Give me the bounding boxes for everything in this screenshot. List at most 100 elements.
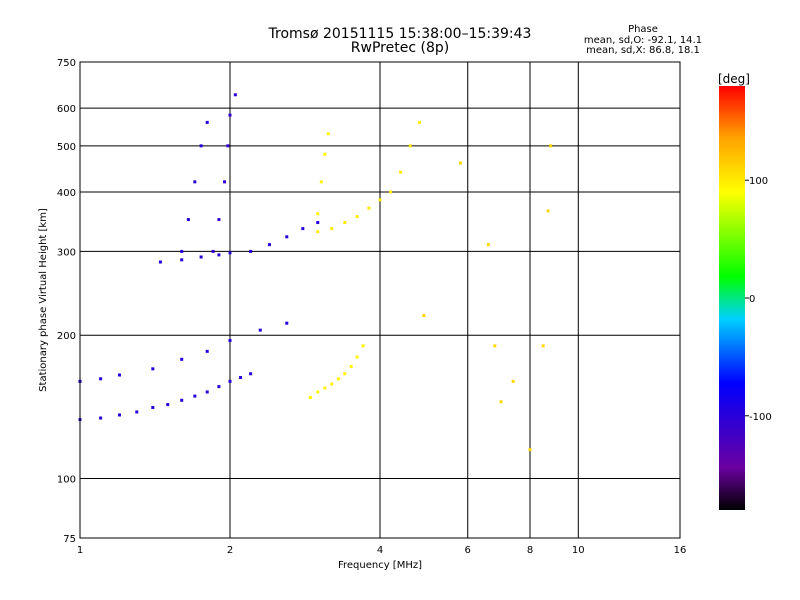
data-point	[355, 215, 359, 219]
data-point	[151, 367, 155, 371]
y-tick-label: 200	[57, 331, 76, 342]
x-tick-label: 16	[674, 545, 687, 556]
data-point	[228, 379, 232, 383]
data-point	[361, 344, 365, 348]
data-point	[541, 344, 545, 348]
data-point	[233, 93, 237, 97]
colorbar-tick-label: 0	[749, 294, 755, 305]
data-point	[267, 243, 271, 247]
data-point	[180, 357, 184, 361]
data-point	[378, 198, 382, 202]
y-tick-label: 300	[57, 247, 76, 258]
data-point	[389, 190, 393, 194]
x-tick-label: 4	[377, 545, 383, 556]
data-point	[223, 180, 227, 184]
data-point	[199, 255, 203, 259]
chart-title: Tromsø 20151115 15:38:00–15:39:43	[268, 26, 532, 42]
phase-stats-x: mean, sd,X: 86.8, 18.1	[586, 45, 700, 56]
data-point	[135, 410, 139, 414]
data-point	[226, 144, 230, 148]
data-point	[99, 377, 103, 381]
x-tick-label: 1	[77, 545, 83, 556]
data-point	[511, 379, 515, 383]
colorbar-gradient	[719, 86, 745, 510]
data-point	[326, 132, 330, 136]
colorbar: [deg] -100 0 100	[718, 72, 772, 510]
data-point	[316, 390, 320, 394]
data-point	[180, 258, 184, 262]
data-point	[323, 152, 327, 156]
data-point	[205, 390, 209, 394]
data-point	[343, 372, 347, 376]
data-point	[549, 144, 553, 148]
y-tick-label: 75	[63, 534, 76, 545]
data-point	[180, 398, 184, 402]
data-point	[493, 344, 497, 348]
data-points	[78, 93, 553, 452]
data-point	[486, 243, 490, 247]
data-point	[205, 349, 209, 353]
data-point	[349, 364, 353, 368]
y-axis-ticks: 75 100 200 300 400 500 600 750	[57, 58, 76, 545]
data-point	[417, 120, 421, 124]
data-point	[343, 221, 347, 225]
data-point	[330, 382, 334, 386]
data-point	[217, 253, 221, 257]
chart-subtitle: RwPretec (8p)	[350, 40, 450, 56]
data-point	[193, 394, 197, 398]
data-point	[228, 113, 232, 117]
y-tick-label: 500	[57, 142, 76, 153]
data-point	[228, 338, 232, 342]
data-point	[117, 413, 121, 417]
data-point	[528, 448, 532, 452]
data-point	[258, 328, 262, 332]
data-point	[308, 395, 312, 399]
x-tick-label: 10	[572, 545, 585, 556]
plot-frame	[79, 61, 681, 539]
data-point	[228, 251, 232, 255]
data-point	[158, 260, 162, 264]
data-point	[166, 403, 170, 407]
grid-lines	[80, 62, 680, 538]
data-point	[217, 385, 221, 389]
data-point	[239, 376, 243, 380]
x-axis-ticks: 1 2 4 6 8 10 16	[77, 545, 687, 556]
x-tick-label: 6	[465, 545, 471, 556]
data-point	[399, 170, 403, 174]
data-point	[217, 218, 221, 222]
data-point	[355, 355, 359, 359]
data-point	[330, 227, 334, 231]
phase-stats-o: mean, sd,O: -92.1, 14.1	[583, 35, 703, 46]
data-point	[323, 386, 327, 390]
phase-stats-header: Phase	[628, 24, 658, 35]
x-tick-label: 8	[527, 545, 533, 556]
data-point	[316, 230, 320, 234]
data-point	[316, 221, 320, 225]
y-axis-label: Stationary phase Virtual Height [km]	[38, 208, 49, 392]
data-point	[99, 416, 103, 420]
data-point	[301, 227, 305, 231]
colorbar-label: [deg]	[718, 72, 750, 86]
data-point	[285, 235, 289, 239]
data-point	[499, 400, 503, 404]
data-point	[316, 212, 320, 216]
x-tick-label: 2	[227, 545, 233, 556]
data-point	[193, 180, 197, 184]
data-point	[211, 249, 215, 253]
data-point	[458, 161, 462, 165]
data-point	[422, 314, 426, 318]
x-axis-label: Frequency [MHz]	[338, 560, 422, 571]
data-point	[336, 377, 340, 381]
colorbar-ticks: -100 0 100	[745, 176, 772, 423]
colorbar-tick-label: -100	[749, 412, 772, 423]
data-point	[408, 144, 412, 148]
data-point	[285, 321, 289, 325]
data-point	[546, 209, 550, 213]
data-point	[186, 218, 190, 222]
data-point	[367, 206, 371, 210]
y-tick-label: 100	[57, 475, 76, 486]
colorbar-tick-label: 100	[749, 176, 768, 187]
y-tick-label: 600	[57, 104, 76, 115]
data-point	[249, 249, 253, 253]
